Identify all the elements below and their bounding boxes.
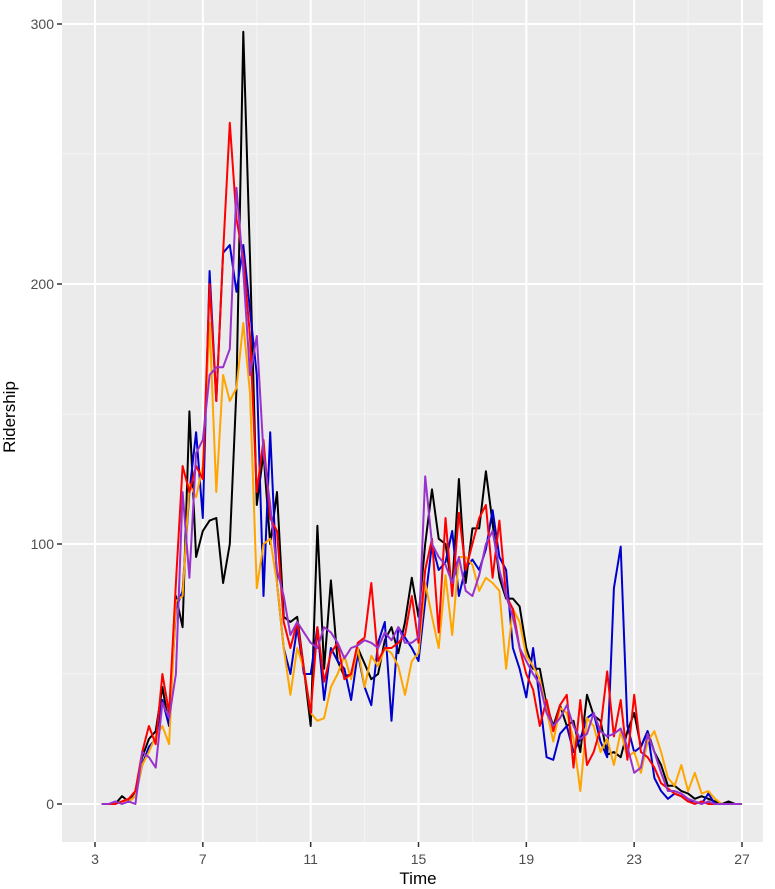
x-tick-label: 15 [411, 851, 427, 867]
x-tick-label: 3 [91, 851, 99, 867]
x-tick-label: 7 [199, 851, 207, 867]
x-tick-label: 27 [734, 851, 750, 867]
x-tick-label: 19 [519, 851, 535, 867]
y-tick-label: 0 [46, 796, 54, 812]
series-lines [101, 30, 742, 805]
x-tick-label: 23 [626, 851, 642, 867]
x-tick-label: 11 [303, 851, 318, 867]
y-axis-ticks: 0 100 200 300 [31, 16, 62, 812]
major-gridlines [62, 0, 763, 842]
series-line-purple [101, 186, 742, 805]
series-line-red [101, 121, 742, 805]
minor-gridlines [62, 0, 763, 842]
y-axis-title: Ridership [0, 381, 19, 453]
series-line-orange [101, 322, 742, 805]
x-axis-ticks: 3 7 11 15 19 23 27 [91, 842, 750, 867]
y-tick-label: 300 [31, 16, 55, 32]
y-tick-label: 100 [31, 536, 55, 552]
plot-panel [62, 0, 763, 842]
x-axis-title: Time [399, 869, 436, 888]
y-tick-label: 200 [31, 276, 55, 292]
